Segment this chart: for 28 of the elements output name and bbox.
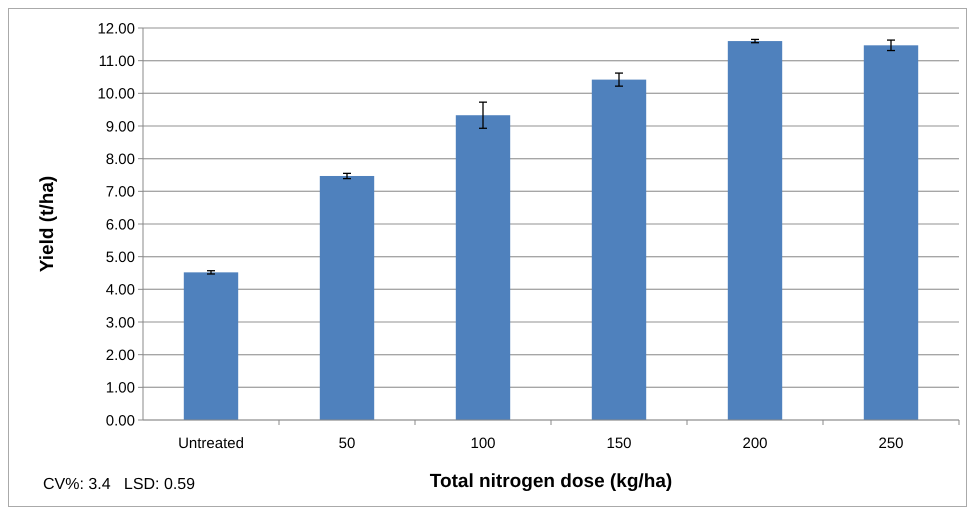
x-tick-label: 200 xyxy=(742,435,768,452)
y-tick-label: 8.00 xyxy=(106,150,135,168)
bar xyxy=(728,41,782,420)
y-axis-title: Yield (t/ha) xyxy=(37,176,58,272)
bar xyxy=(592,80,646,420)
bar xyxy=(864,45,918,420)
y-tick-label: 6.00 xyxy=(106,216,135,234)
y-tick-label: 9.00 xyxy=(106,118,135,136)
bar xyxy=(184,272,238,420)
y-tick-label: 12.00 xyxy=(97,20,135,38)
y-tick-label: 7.00 xyxy=(106,184,135,201)
bar xyxy=(456,115,510,420)
y-tick-label: 11.00 xyxy=(98,52,135,70)
y-tick-label: 4.00 xyxy=(106,282,135,299)
text: CV%: 3.4 LSD: 0.59 xyxy=(43,476,196,493)
y-tick-label: 3.00 xyxy=(106,314,135,332)
y-tick-label: 0.00 xyxy=(106,412,135,430)
x-tick-label: 100 xyxy=(470,435,496,452)
bar xyxy=(320,176,374,420)
x-tick-label: 50 xyxy=(338,435,356,452)
y-tick-label: 1.00 xyxy=(106,380,135,397)
x-axis-title: Total nitrogen dose (kg/ha) xyxy=(430,471,672,492)
x-tick-label: Untreated xyxy=(178,435,244,452)
x-tick-label: 250 xyxy=(878,435,904,452)
y-tick-label: 10.00 xyxy=(97,86,135,103)
y-tick-label: 2.00 xyxy=(106,346,135,364)
x-tick-label: 150 xyxy=(606,435,632,452)
y-tick-label: 5.00 xyxy=(106,248,135,266)
